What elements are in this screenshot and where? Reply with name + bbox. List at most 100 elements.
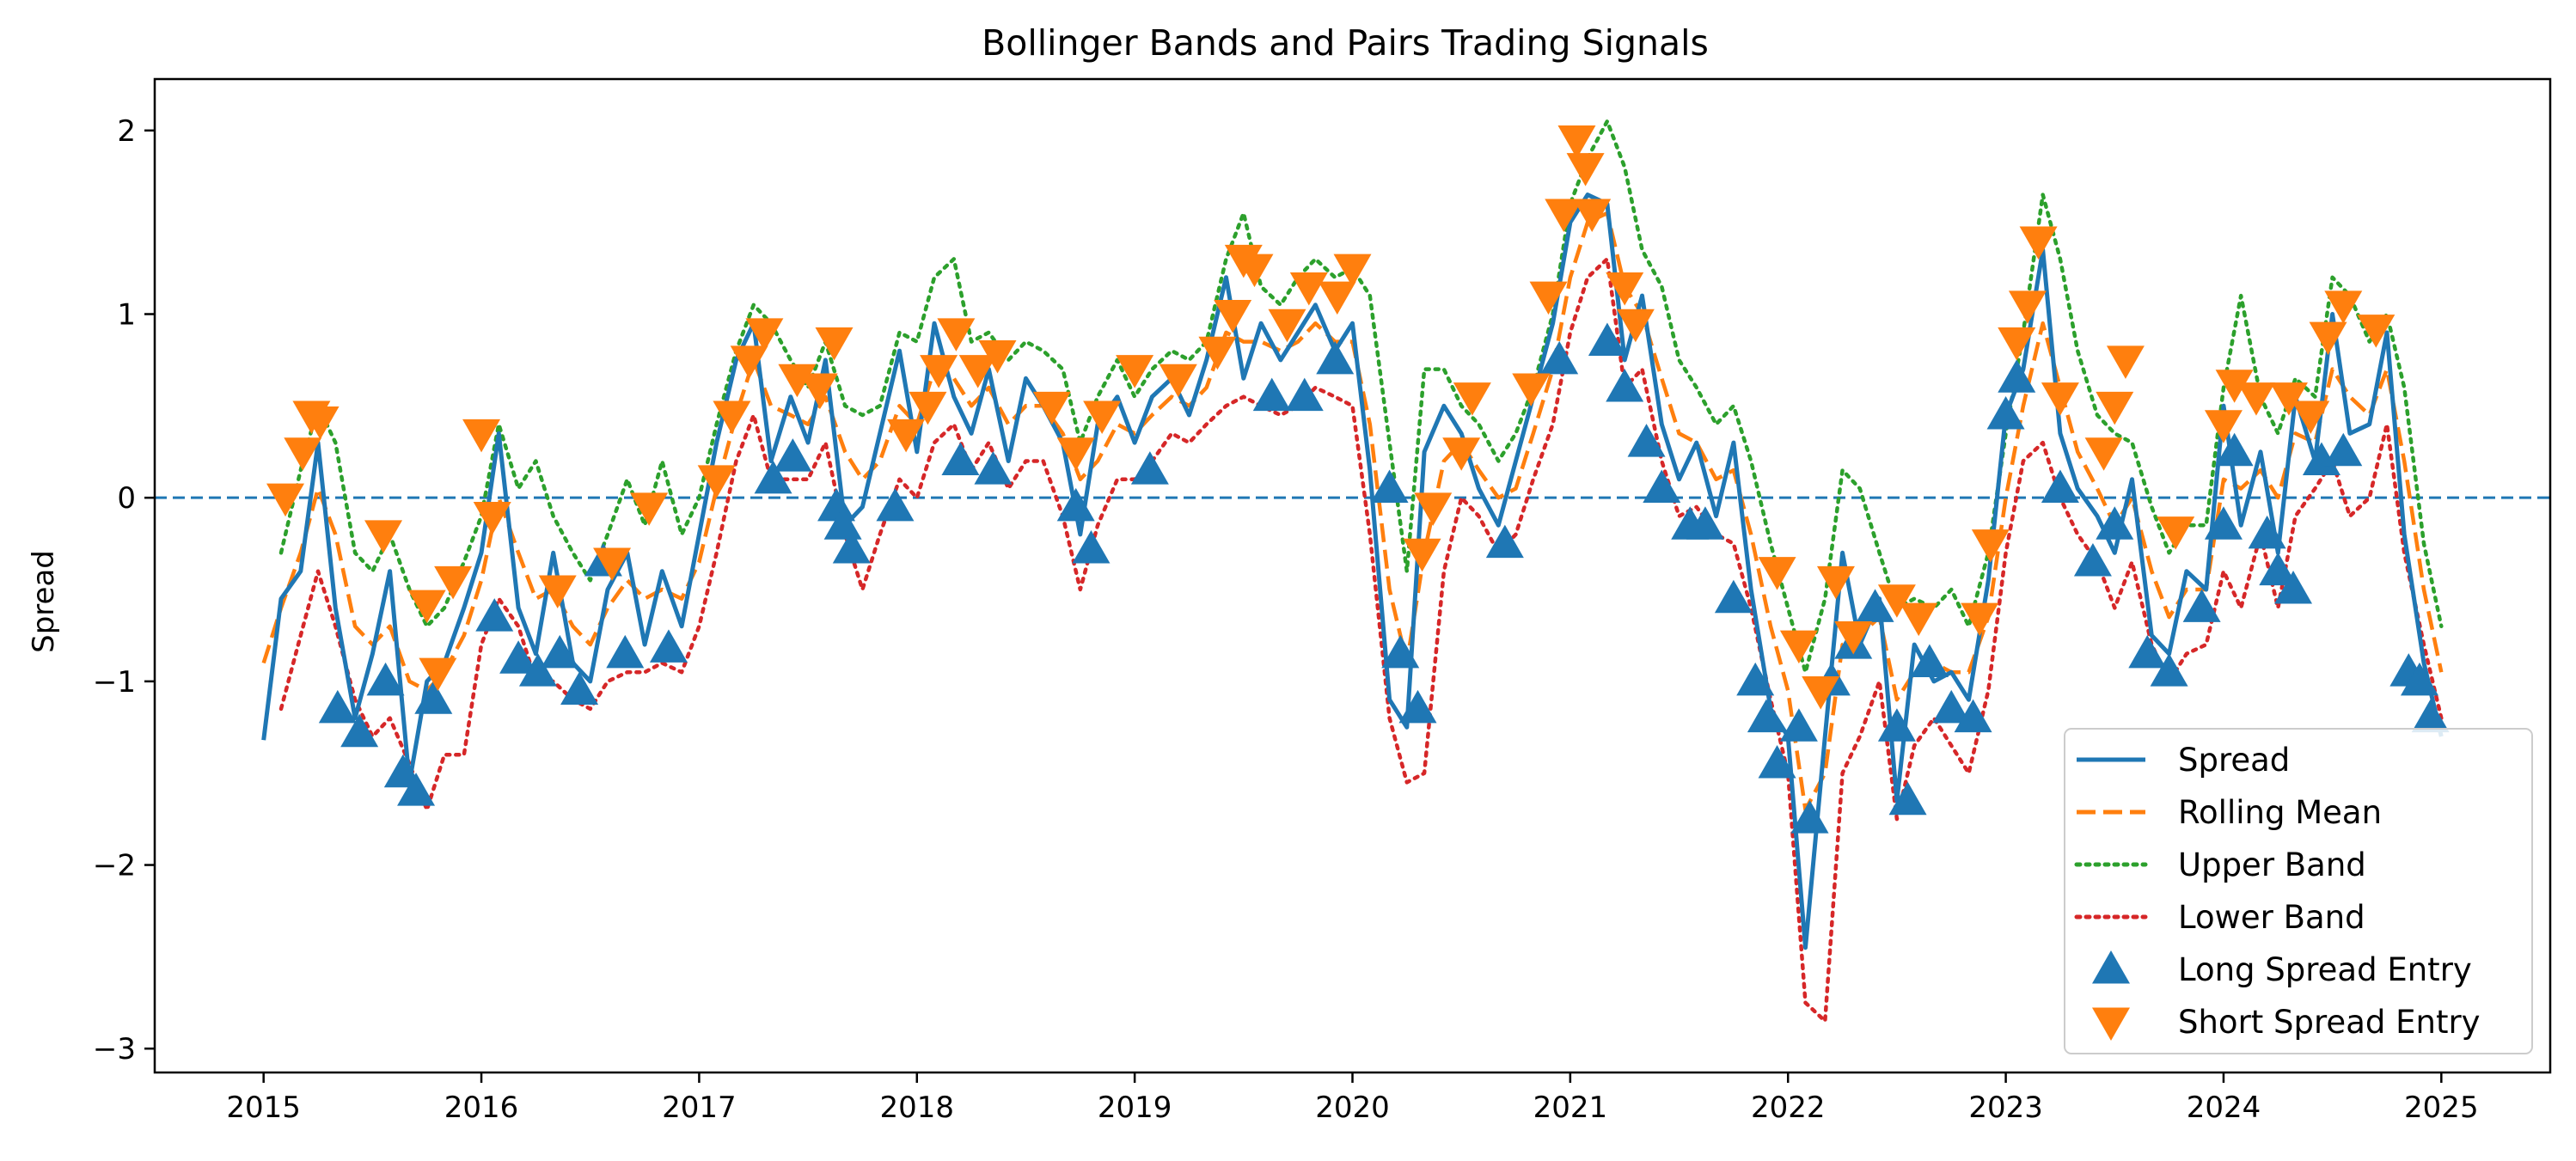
- short-entry-marker: [1834, 620, 1873, 655]
- short-entry-marker: [1816, 565, 1855, 600]
- short-entry-marker: [1529, 281, 1568, 315]
- long-entry-marker: [1056, 487, 1095, 522]
- short-entry-marker: [1116, 355, 1154, 388]
- long-entry-marker: [2150, 653, 2188, 687]
- long-entry-marker: [2041, 469, 2079, 504]
- long-entry-marker: [366, 662, 405, 696]
- legend-label: Lower Band: [2178, 899, 2365, 936]
- short-entry-marker: [1414, 492, 1453, 526]
- legend-label: Upper Band: [2178, 846, 2366, 883]
- short-entry-marker: [2041, 382, 2079, 416]
- long-entry-marker: [541, 634, 579, 669]
- short-entry-marker: [815, 327, 854, 361]
- long-entry-marker: [2182, 589, 2221, 622]
- long-entry-marker: [941, 442, 980, 475]
- short-entry-marker: [1545, 199, 1583, 232]
- long-entry-marker: [832, 530, 871, 564]
- long-entry-marker: [1856, 589, 1894, 622]
- short-entry-marker: [1268, 309, 1306, 343]
- short-entry-marker: [284, 437, 322, 471]
- legend-swatch: [2092, 1007, 2130, 1041]
- short-entry-marker: [473, 502, 511, 535]
- short-entry-marker: [1877, 584, 1916, 618]
- short-entry-marker: [1159, 364, 1197, 398]
- long-entry-marker: [774, 438, 812, 472]
- x-tick-label: 2025: [2404, 1091, 2479, 1125]
- short-entry-marker: [2157, 516, 2195, 550]
- long-entry-marker: [1072, 530, 1111, 564]
- long-entry-marker: [817, 487, 856, 522]
- x-tick-label: 2015: [226, 1091, 301, 1125]
- short-entry-marker: [1442, 437, 1481, 471]
- short-entry-marker: [1616, 309, 1655, 343]
- long-entry-marker: [754, 460, 792, 494]
- long-entry-marker: [1686, 506, 1724, 540]
- short-entry-marker: [745, 318, 784, 351]
- short-entry-marker: [266, 483, 305, 517]
- long-entry-marker: [2215, 432, 2254, 467]
- short-entry-marker: [1758, 557, 1796, 590]
- short-entry-marker: [1512, 373, 1551, 406]
- short-entry-marker: [1998, 327, 2036, 361]
- short-entry-marker: [2324, 290, 2363, 324]
- short-entry-marker: [1083, 400, 1122, 435]
- short-entry-marker: [538, 575, 577, 609]
- short-entry-marker: [2019, 226, 2058, 260]
- short-entry-marker: [2309, 321, 2347, 356]
- y-tick-label: 0: [117, 481, 136, 516]
- long-entry-marker: [1877, 708, 1916, 742]
- long-entry-marker: [2302, 442, 2340, 475]
- legend-label: Long Spread Entry: [2178, 951, 2472, 988]
- short-entry-marker: [2204, 410, 2243, 443]
- short-entry-marker: [713, 400, 751, 435]
- short-entry-marker: [1557, 125, 1596, 159]
- short-entry-marker: [2236, 382, 2275, 416]
- long-entry-marker: [1986, 396, 2025, 430]
- y-tick-label: −1: [93, 665, 136, 700]
- long-entry-marker: [2324, 432, 2363, 467]
- long-entry-marker: [1932, 689, 1971, 724]
- long-entry-marker: [1747, 699, 1785, 733]
- legend-item: Long Spread Entry: [2092, 950, 2472, 988]
- long-entry-marker: [876, 487, 915, 522]
- short-entry-marker: [1802, 676, 1840, 710]
- short-entry-marker: [1779, 630, 1818, 664]
- long-entry-marker: [1485, 524, 1524, 559]
- short-entry-marker: [364, 520, 403, 553]
- long-entry-marker: [1643, 469, 1681, 504]
- series-line-upper-band: [278, 119, 2444, 675]
- short-entry-marker: [1198, 336, 1237, 370]
- legend: Spread Rolling Mean Upper Band Lower Band Lo…: [2064, 728, 2533, 1054]
- long-entry-marker: [2248, 515, 2286, 549]
- y-axis-label: Spread: [27, 550, 61, 653]
- y-tick-label: −3: [93, 1032, 136, 1066]
- long-entry-marker: [1316, 340, 1355, 375]
- short-entry-marker: [2357, 315, 2395, 348]
- x-tick-label: 2021: [1533, 1091, 1608, 1125]
- x-tick-label: 2020: [1315, 1091, 1390, 1125]
- short-entry-marker: [1056, 437, 1095, 471]
- short-entry-marker: [1032, 391, 1071, 425]
- short-entry-marker: [1573, 199, 1612, 232]
- long-entry-marker: [518, 653, 557, 687]
- long-entry-marker: [1790, 800, 1829, 834]
- short-entry-marker: [2269, 382, 2308, 416]
- long-entry-marker: [2073, 542, 2112, 577]
- x-tick-label: 2022: [1751, 1091, 1826, 1125]
- short-entry-marker: [920, 355, 958, 388]
- long-entry-marker: [823, 506, 862, 540]
- short-entry-marker: [978, 340, 1017, 374]
- long-entry-marker: [974, 451, 1013, 485]
- long-entry-marker: [1285, 377, 1324, 412]
- series-line-lower-band: [278, 257, 2444, 1024]
- x-tick-label: 2016: [444, 1091, 519, 1125]
- short-entry-marker: [958, 355, 997, 388]
- long-entry-marker: [560, 671, 599, 706]
- axes: 2015 2016 2017 2018 2019 2020 2021 2022 2023 2024…: [93, 77, 2552, 1125]
- y-tick-label: −2: [93, 849, 136, 883]
- x-tick-label: 2017: [662, 1091, 737, 1125]
- long-entry-marker: [1954, 699, 1992, 733]
- short-entry-marker: [419, 657, 457, 692]
- x-tick-label: 2019: [1098, 1091, 1172, 1125]
- short-entry-marker: [2215, 370, 2254, 403]
